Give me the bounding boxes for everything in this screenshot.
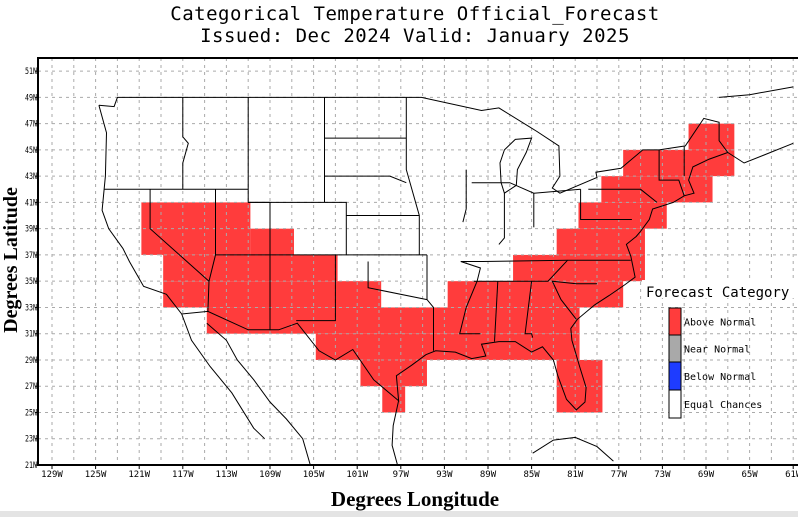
state-boundary	[471, 182, 581, 194]
above-normal-region	[688, 123, 735, 150]
legend-label: Equal Chances	[684, 400, 762, 411]
y-tick-label: 23N	[25, 435, 37, 445]
lake-michigan-outline	[499, 137, 533, 194]
nova-scotia-coast	[727, 142, 794, 164]
x-tick-label: 121W	[128, 470, 150, 480]
above-normal-region	[163, 254, 338, 282]
x-tick-label: 69W	[698, 470, 715, 480]
state-boundary	[324, 175, 407, 184]
y-tick-label: 43N	[25, 172, 37, 182]
state-boundary	[149, 189, 210, 282]
state-boundary	[248, 201, 347, 255]
y-tick-label: 41N	[25, 198, 37, 208]
state-boundary	[473, 259, 568, 282]
x-tick-label: 93W	[436, 470, 453, 480]
above-normal-region	[556, 228, 645, 255]
state-boundary	[498, 193, 505, 245]
x-tick-label: 61W	[785, 470, 798, 480]
x-tick-label: 77W	[611, 470, 628, 480]
x-tick-label: 81W	[567, 470, 584, 480]
y-tick-label: 45N	[25, 146, 37, 156]
above-normal-region	[163, 281, 382, 308]
legend-swatch	[668, 389, 682, 419]
state-boundary	[524, 281, 534, 338]
above-normal-region	[250, 228, 294, 255]
y-tick-label: 39N	[25, 225, 37, 235]
x-tick-label: 89W	[480, 470, 497, 480]
legend-label: Below Normal	[684, 372, 756, 383]
above-normal-region	[315, 333, 580, 360]
above-normal-region	[382, 386, 406, 413]
y-tick-label: 35N	[25, 277, 37, 287]
state-boundary	[247, 97, 270, 203]
legend-label: Near Normal	[684, 345, 750, 356]
y-tick-label: 47N	[25, 120, 37, 130]
state-boundary	[462, 169, 467, 223]
y-tick-label: 51N	[25, 67, 37, 77]
baja-coast	[181, 313, 265, 440]
legend-title-background	[642, 280, 798, 298]
x-tick-label: 113W	[216, 470, 238, 480]
state-boundary	[588, 188, 658, 203]
state-boundary	[551, 280, 597, 320]
above-normal-region	[623, 149, 735, 177]
above-normal-region	[447, 281, 624, 308]
x-tick-label: 105W	[303, 470, 325, 480]
y-tick-label: 21N	[25, 461, 37, 471]
above-normal-region	[513, 254, 645, 282]
plot-area	[38, 58, 798, 465]
state-boundary	[296, 254, 336, 322]
x-tick-label: 73W	[654, 470, 671, 480]
x-tick-label: 101W	[346, 470, 368, 480]
y-axis-label: Degrees Latitude	[0, 187, 22, 333]
x-tick-label: 117W	[172, 470, 194, 480]
state-boundary	[182, 97, 189, 190]
state-boundary	[494, 281, 499, 342]
legend-label: Above Normal	[684, 318, 756, 329]
y-tick-label: 49N	[25, 93, 37, 103]
x-tick-label: 97W	[393, 470, 410, 480]
mexico-gulf-coast	[391, 400, 400, 465]
state-boundary	[459, 261, 481, 335]
y-tick-label: 27N	[25, 382, 37, 392]
above-normal-region	[578, 202, 667, 229]
state-boundary	[658, 149, 685, 196]
above-normal-region	[360, 359, 427, 387]
state-boundary	[405, 97, 420, 255]
x-axis-label: Degrees Longitude	[330, 487, 500, 511]
st-lawrence-coast	[719, 86, 794, 98]
bottom-scrollbar-strip	[0, 511, 798, 517]
y-tick-label: 31N	[25, 330, 37, 340]
map-subtitle: Issued: Dec 2024 Valid: January 2025	[200, 25, 630, 47]
mexico-west-coast	[206, 322, 311, 465]
state-boundary	[580, 189, 632, 220]
state-boundary	[460, 259, 631, 262]
x-tick-label: 85W	[523, 470, 540, 480]
state-boundary	[367, 261, 428, 301]
y-tick-label: 25N	[25, 408, 37, 418]
x-tick-label: 65W	[741, 470, 758, 480]
x-tick-label: 125W	[85, 470, 107, 480]
y-tick-label: 33N	[25, 303, 37, 313]
state-boundary	[426, 254, 434, 351]
y-tick-label: 37N	[25, 251, 37, 261]
legend-title: Forecast Category	[646, 285, 789, 301]
x-tick-label: 129W	[41, 470, 63, 480]
plot-frame	[37, 57, 798, 466]
legend: Forecast Category Above Normal Near Normal…	[642, 280, 798, 419]
legend-swatch	[668, 307, 682, 336]
us-outline	[98, 96, 729, 411]
legend-swatch	[668, 361, 682, 391]
legend-swatch	[668, 334, 682, 363]
cuba-coast	[532, 436, 614, 462]
state-boundary	[207, 189, 216, 312]
y-tick-label: 29N	[25, 356, 37, 366]
map-title: Categorical Temperature Official_Forecas…	[170, 3, 660, 25]
x-tick-label: 109W	[259, 470, 281, 480]
